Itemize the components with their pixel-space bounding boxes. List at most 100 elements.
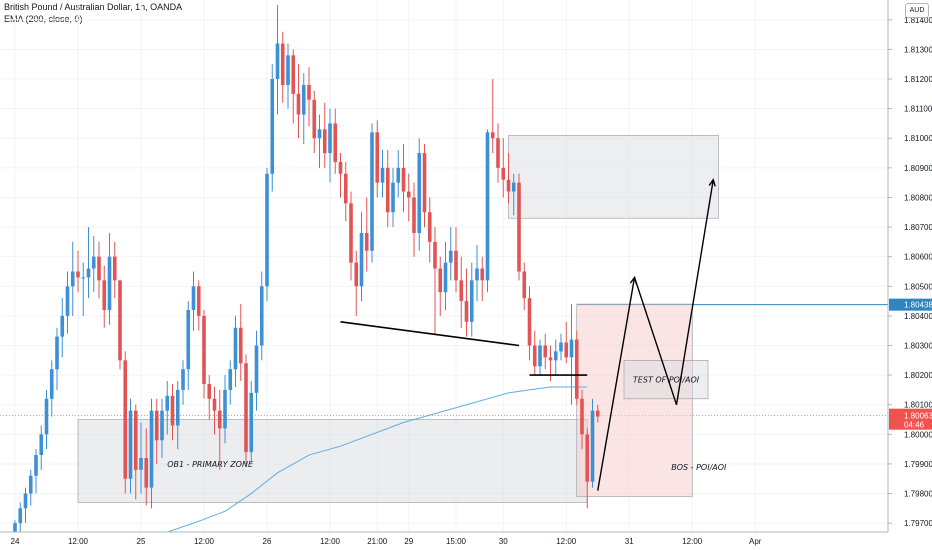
candle-body xyxy=(265,173,269,287)
candle-body xyxy=(364,232,369,251)
candle-body xyxy=(422,153,427,213)
y-tick-label: 1.80100 xyxy=(904,401,932,410)
current-price-label: 1.80063 xyxy=(904,412,932,421)
zone-label: OB1 - PRIMARY ZONE xyxy=(167,460,254,469)
candle-body xyxy=(233,327,238,370)
candle-body xyxy=(464,301,469,322)
zone-box xyxy=(623,360,709,400)
candle-body xyxy=(322,129,327,154)
candle-body xyxy=(160,410,164,441)
candle-body xyxy=(585,434,590,482)
x-tick-label: 12:00 xyxy=(194,537,215,546)
candle-body xyxy=(112,256,117,281)
candle-body xyxy=(60,315,65,337)
candle-body xyxy=(506,179,511,192)
candle-body xyxy=(165,395,170,411)
candle-body xyxy=(149,410,154,488)
candle-body xyxy=(427,212,432,242)
candle-body xyxy=(412,197,416,233)
candle-body xyxy=(128,410,133,479)
x-tick-label: 15:00 xyxy=(446,537,467,546)
y-tick-label: 1.81400 xyxy=(904,16,932,25)
y-tick-label: 1.80400 xyxy=(904,312,932,321)
candle-body xyxy=(496,138,500,168)
candle-body xyxy=(49,369,54,399)
candle-body xyxy=(175,389,180,426)
x-tick-label: 21:00 xyxy=(367,537,388,546)
candle-body xyxy=(543,345,548,358)
candle-body xyxy=(595,410,600,417)
y-tick-label: 1.79900 xyxy=(904,460,932,469)
candle-body xyxy=(196,286,201,316)
candle-body xyxy=(275,43,280,80)
zone-label: BOS - POI/AOI xyxy=(671,463,727,472)
candle-body xyxy=(406,191,411,198)
candle-body xyxy=(13,523,17,533)
chart-title: British Pound / Australian Dollar, 1h, O… xyxy=(4,2,183,12)
candle-body xyxy=(212,398,217,411)
candle-body xyxy=(511,182,516,192)
candle-body xyxy=(443,262,448,293)
y-tick-label: 1.80800 xyxy=(904,193,932,202)
candle-body xyxy=(28,475,33,494)
candle-body xyxy=(291,55,296,94)
candles xyxy=(13,5,600,544)
candle-body xyxy=(76,271,80,278)
ema-line xyxy=(167,386,588,533)
candle-body xyxy=(191,286,196,310)
candle-body xyxy=(286,55,290,85)
candle-body xyxy=(417,153,422,233)
y-tick-label: 1.81300 xyxy=(904,45,932,54)
candle-body xyxy=(370,132,374,251)
candle-body xyxy=(480,268,485,281)
candle-body xyxy=(139,458,143,470)
y-tick-label: 1.80700 xyxy=(904,223,932,232)
x-tick-label: 30 xyxy=(499,537,508,546)
candle-body xyxy=(522,271,527,299)
candle-body xyxy=(574,339,579,399)
candle-body xyxy=(118,280,122,361)
candle-body xyxy=(469,280,474,322)
candle-body xyxy=(249,392,254,453)
x-tick-label: 29 xyxy=(404,537,413,546)
zone-box xyxy=(576,303,693,497)
x-tick-label: 12:00 xyxy=(682,537,703,546)
arrow-head xyxy=(708,178,716,187)
candle-body xyxy=(238,327,243,364)
candle-body xyxy=(553,351,558,361)
candle-body xyxy=(490,132,495,139)
candle-body xyxy=(527,298,532,346)
candle-body xyxy=(44,398,49,435)
y-tick-label: 1.80300 xyxy=(904,342,932,351)
x-tick-label: 26 xyxy=(263,537,272,546)
candle-body xyxy=(259,286,264,346)
trendline xyxy=(340,321,520,347)
time-axis: 24 12:00 25 12:00 26 12:00 21:00 29 15:00 30 12:00… xyxy=(0,531,932,550)
candle-body xyxy=(207,383,212,399)
y-tick-label: 1.81200 xyxy=(904,75,932,84)
candle-body xyxy=(133,410,138,470)
arrow-head xyxy=(629,275,638,285)
candle-body xyxy=(254,345,259,393)
candle-body xyxy=(580,398,584,435)
candle-body xyxy=(81,277,86,279)
candle-body xyxy=(270,79,275,174)
zone-box xyxy=(77,419,588,503)
y-tick-label: 1.80900 xyxy=(904,164,932,173)
candle-body xyxy=(328,123,332,154)
price-axis: 1.81400 1.81300 1.81200 1.81100 1.81000 1.809… xyxy=(887,0,932,550)
candle-body xyxy=(307,84,311,100)
indicator-legend: EMA (200, close, 0) xyxy=(4,14,83,24)
currency-badge[interactable]: AUD xyxy=(905,3,929,18)
y-tick-label: 1.80600 xyxy=(904,253,932,262)
candle-body xyxy=(18,508,23,524)
candle-body xyxy=(91,256,96,269)
candle-body xyxy=(144,458,149,488)
x-tick-label: 12:00 xyxy=(320,537,341,546)
countdown-label: 04:46 xyxy=(904,421,925,430)
candle-body xyxy=(485,132,490,281)
price-line-label: 1.80438 xyxy=(904,301,932,310)
current-price-label-bg xyxy=(889,408,932,430)
candle-body xyxy=(181,369,185,390)
